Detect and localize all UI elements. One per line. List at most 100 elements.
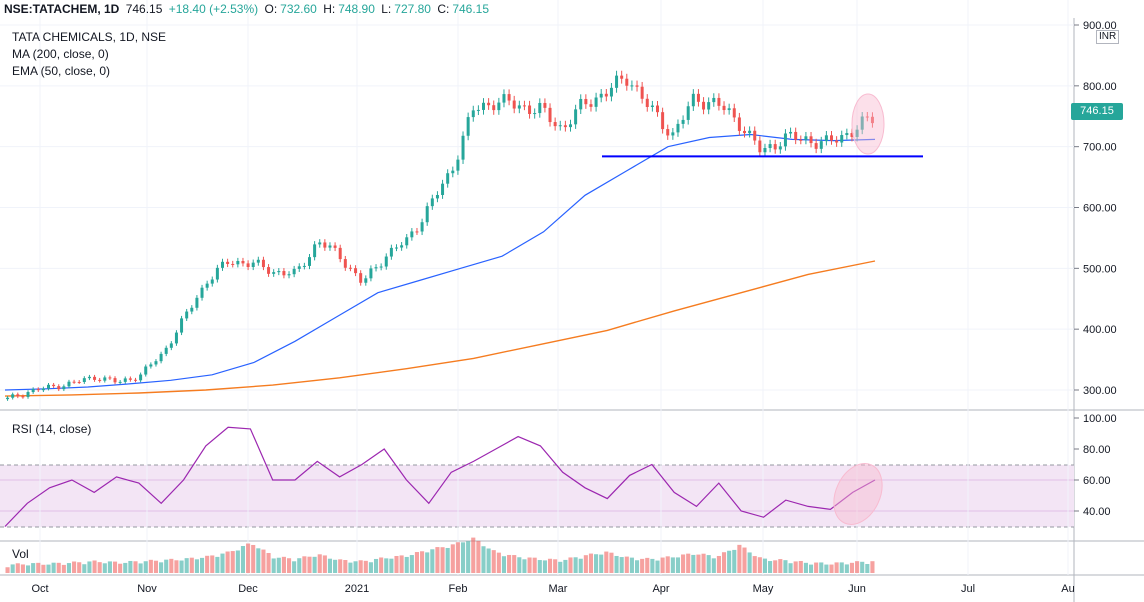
volume-bar (645, 557, 650, 573)
time-label: May (753, 583, 774, 595)
candle-body (72, 381, 76, 383)
chart-title[interactable]: TATA CHEMICALS, 1D, NSE (12, 30, 167, 44)
candle-body (267, 267, 271, 274)
ma200-line (4, 260, 876, 397)
volume-bar (568, 557, 573, 573)
time-label: 2021 (345, 583, 369, 595)
candle-body (487, 102, 491, 106)
volume-bar (414, 552, 420, 573)
volume-bar (36, 562, 41, 573)
volume-bar (317, 554, 322, 573)
ema-legend[interactable]: EMA (50, close, 0) (12, 64, 111, 78)
volume-bar (634, 560, 640, 573)
candle-body (36, 389, 40, 391)
volume-bar (435, 547, 440, 573)
currency-label[interactable]: INR (1096, 30, 1120, 44)
volume-bar (153, 560, 159, 573)
last-price: 746.15 (125, 2, 163, 16)
volume-bar (870, 561, 875, 573)
candle-body (548, 107, 552, 123)
volume-bar (235, 550, 240, 573)
candle-body (87, 376, 91, 379)
time-label: Feb (449, 583, 468, 595)
candle-body (354, 268, 358, 274)
volume-bar (384, 558, 389, 573)
volume-bar (849, 562, 855, 573)
candle-body (870, 116, 874, 124)
rsi-scale-ticks: 100.00 80.00 60.00 40.00 (1074, 413, 1117, 518)
candle-body (635, 85, 639, 87)
low-label: L: (381, 2, 392, 16)
ma-legend[interactable]: MA (200, close, 0) (12, 47, 109, 61)
volume-bar (573, 557, 578, 573)
vol-legend[interactable]: Vol (12, 547, 29, 561)
rsi-tick-label: 40.00 (1083, 506, 1111, 518)
price-tick-label: 700.00 (1083, 142, 1117, 154)
volume-bar (327, 558, 333, 573)
candle-body (261, 259, 265, 268)
candle-body (860, 116, 864, 130)
volume-bar (814, 562, 819, 573)
time-label: Nov (137, 583, 157, 595)
candle-body (282, 271, 286, 276)
volume-bar (302, 556, 307, 573)
candle-body (333, 245, 337, 248)
candle-body (528, 105, 532, 114)
volume-bar (547, 558, 553, 573)
ema50-line (4, 133, 876, 391)
price-pane[interactable] (0, 18, 1074, 410)
candle-body (809, 136, 813, 144)
candle-body (190, 307, 194, 312)
volume-bar (803, 562, 808, 573)
rsi-tick-label: 80.00 (1083, 444, 1111, 456)
volume-bar (496, 552, 501, 573)
price-tick-label: 600.00 (1083, 203, 1117, 215)
volume-bar (455, 542, 460, 573)
volume-bar (640, 558, 645, 573)
candle-body (758, 140, 762, 153)
volume-bar (123, 562, 128, 573)
candle-body (615, 75, 619, 88)
candle-body (82, 378, 86, 382)
candle-body (374, 267, 378, 269)
candle-body (31, 389, 35, 393)
volume-bar (92, 560, 97, 573)
volume-bar (681, 554, 686, 573)
symbol-label[interactable]: NSE:TATACHEM, 1D (4, 2, 120, 16)
volume-bar (174, 560, 179, 573)
time-axis-labels: Oct Nov Dec 2021 Feb Mar Apr May Jun Jul Au (31, 583, 1074, 595)
candle-body (722, 105, 726, 111)
grid-lines (0, 0, 1074, 575)
volume-bar (240, 546, 246, 573)
volume-bar (440, 547, 445, 573)
candle-body (543, 102, 547, 108)
volume-bar (276, 557, 281, 573)
candle-body (241, 260, 245, 264)
rsi-legend[interactable]: RSI (14, close) (12, 422, 92, 436)
candle-body (144, 366, 148, 375)
price-tick-label: 500.00 (1083, 263, 1117, 275)
time-label: Dec (238, 583, 258, 595)
volume-bar (481, 546, 486, 573)
candle-body (47, 384, 50, 389)
volume-bar (128, 560, 133, 573)
volume-bar (522, 559, 527, 573)
rsi-tick-label: 60.00 (1083, 475, 1111, 487)
volume-bar (271, 558, 276, 573)
candle-body (93, 376, 97, 380)
volume-bar (102, 563, 107, 573)
volume-bar (507, 554, 512, 573)
candle-body (308, 257, 311, 266)
volume-bar (650, 558, 655, 573)
volume-bar (783, 560, 788, 573)
candle-body (763, 147, 767, 153)
volume-bar (225, 551, 230, 573)
candle-body (584, 98, 588, 105)
volume-bar (793, 561, 798, 573)
candle-body (57, 386, 61, 390)
candle-body (783, 133, 787, 147)
candle-body (149, 364, 153, 367)
volume-bar (727, 550, 732, 573)
volume-bar (379, 557, 384, 573)
